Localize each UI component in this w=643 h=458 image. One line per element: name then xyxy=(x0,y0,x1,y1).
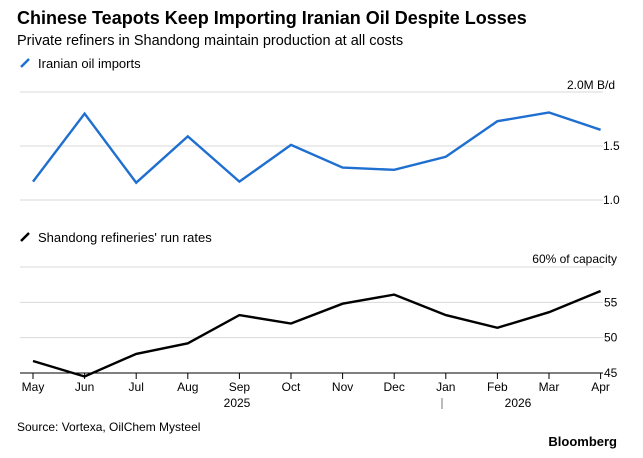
imports-y-tick-label: 1.0 xyxy=(603,193,620,207)
x-tick-label: Mar xyxy=(539,380,560,394)
x-tick-label: Jun xyxy=(75,380,94,394)
x-tick-label: Dec xyxy=(384,380,405,394)
x-tick-label: May xyxy=(22,380,45,394)
run-rates-unit-label: 60% of capacity xyxy=(532,252,617,266)
source-note: Source: Vortexa, OilChem Mysteel xyxy=(17,420,200,434)
x-tick-label: Aug xyxy=(177,380,198,394)
imports-y-tick-label: 1.5 xyxy=(603,139,620,153)
x-tick-label: Oct xyxy=(282,380,301,394)
imports-panel: Iranian oil imports 2.0M B/d 1.0 1.5 xyxy=(20,56,620,207)
chart-title: Chinese Teapots Keep Importing Iranian O… xyxy=(17,8,527,28)
x-tick-label: Nov xyxy=(332,380,353,394)
x-tick-label: Apr xyxy=(591,380,610,394)
year-label-2025: 2025 xyxy=(224,396,251,410)
bloomberg-logo: Bloomberg xyxy=(548,434,617,449)
x-tick-label: Feb xyxy=(487,380,508,394)
x-axis: 2025 2026 May Jun Jul Aug Sep Oct Nov Dec Jan Feb… xyxy=(20,372,610,410)
run-rates-y-tick-label: 45 xyxy=(604,366,618,380)
year-label-2026: 2026 xyxy=(505,396,532,410)
run-rates-panel: Shandong refineries' run rates 60% of ca… xyxy=(20,230,618,380)
chart-subtitle: Private refiners in Shandong maintain pr… xyxy=(17,33,403,49)
x-tick-label: Jan xyxy=(436,380,455,394)
run-rates-y-tick-label: 55 xyxy=(604,295,618,309)
x-tick-label: Sep xyxy=(229,380,251,394)
imports-series-line xyxy=(32,111,601,185)
imports-legend-label: Iranian oil imports xyxy=(38,56,141,71)
run-rates-legend-swatch xyxy=(20,232,30,242)
run-rates-y-tick-label: 50 xyxy=(604,331,618,345)
run-rates-series-line xyxy=(32,289,602,378)
imports-legend-swatch xyxy=(20,58,30,68)
run-rates-legend-label: Shandong refineries' run rates xyxy=(38,230,212,245)
imports-unit-label: 2.0M B/d xyxy=(567,78,615,92)
x-tick-label: Jul xyxy=(129,380,144,394)
